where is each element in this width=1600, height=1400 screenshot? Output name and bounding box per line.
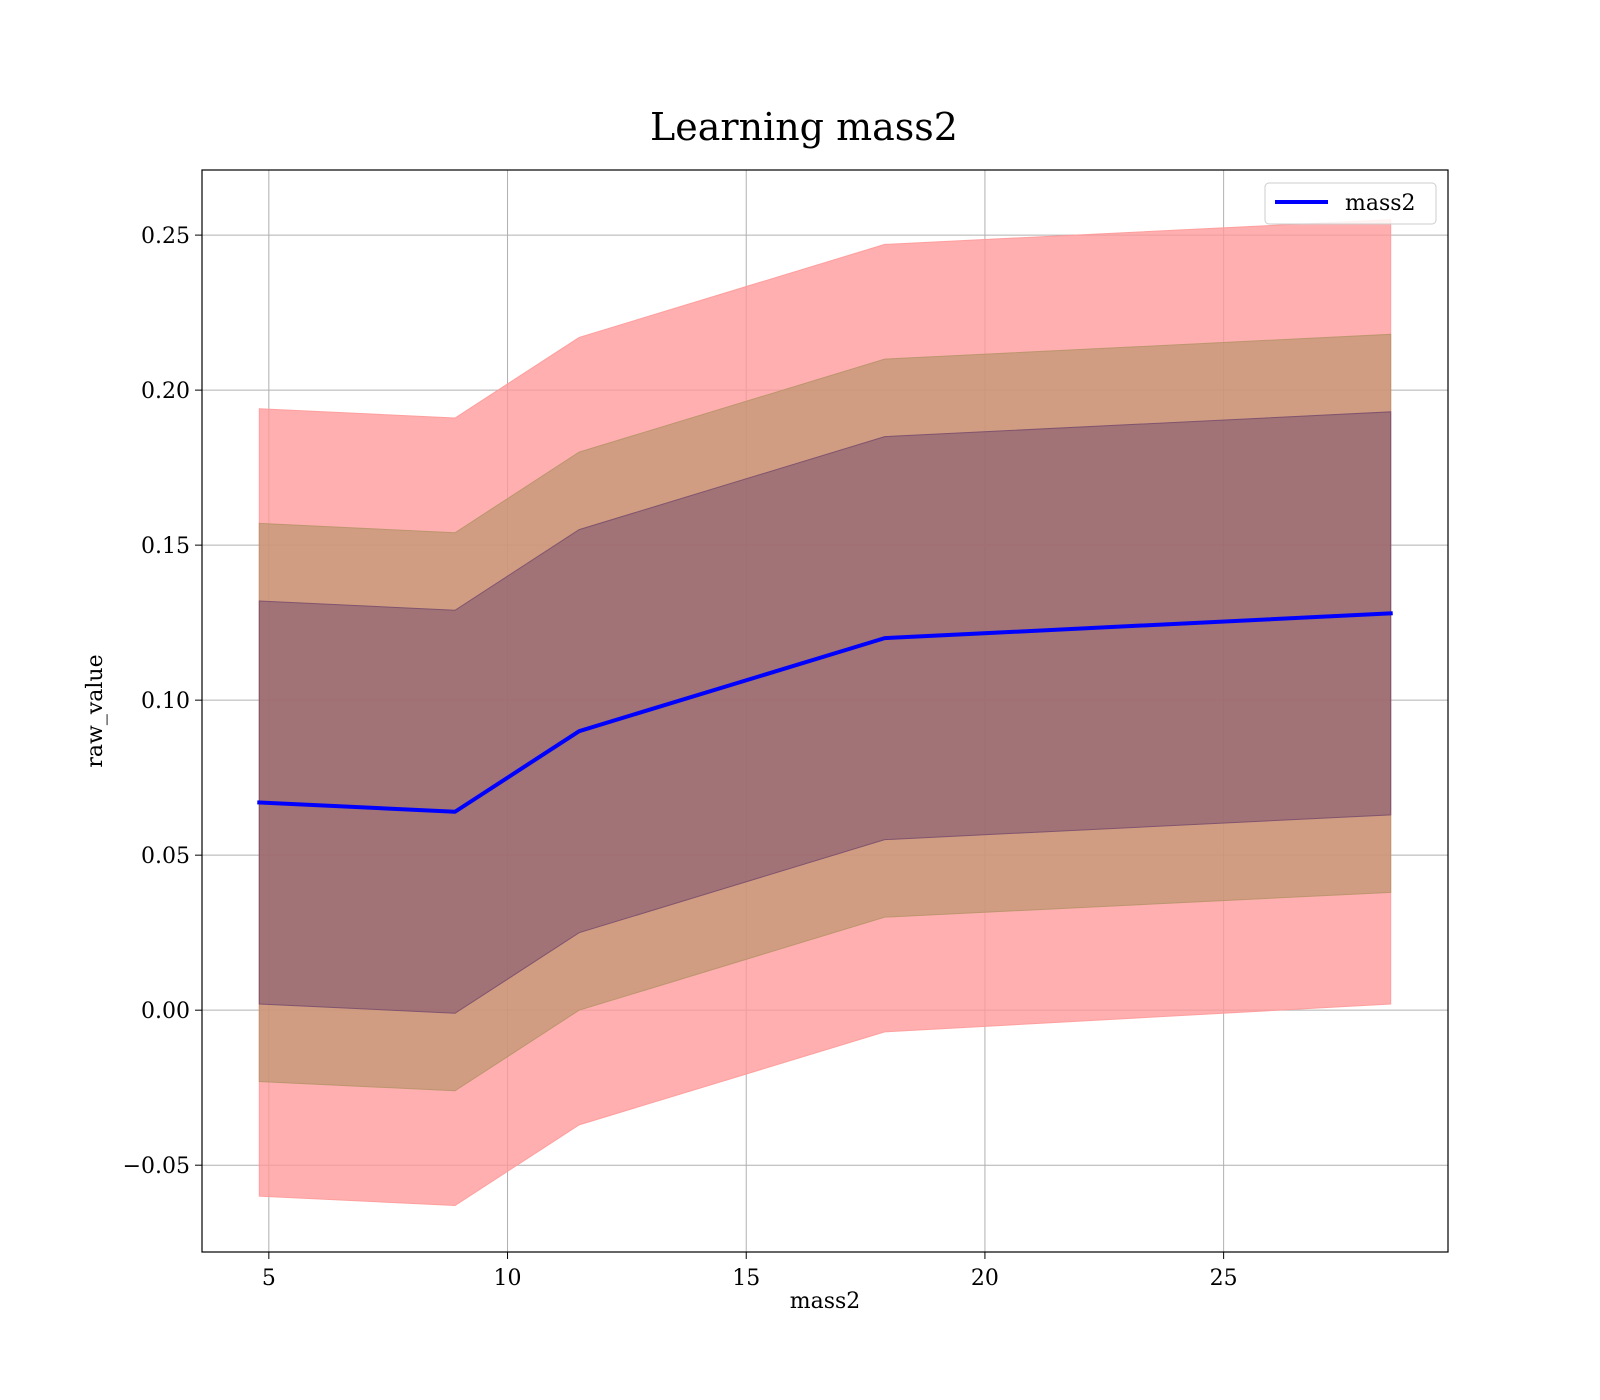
y-axis-ticks: −0.05 0.00 0.05 0.10 0.15 0.20 0.25 (123, 224, 202, 1179)
legend-label-mass2: mass2 (1345, 191, 1416, 216)
chart-title: Learning mass2 (650, 105, 958, 149)
confidence-bands (258, 219, 1392, 1207)
x-axis-ticks: 5 10 15 20 25 (262, 1252, 1238, 1291)
plot-frame (201, 169, 1449, 1253)
y-tick-label-2: 0.05 (141, 844, 190, 869)
x-tick-label-0: 5 (262, 1266, 276, 1291)
y-tick-label-6: 0.25 (141, 224, 190, 249)
y-axis-label: raw_value (83, 654, 108, 767)
data-lines (257, 611, 1393, 814)
band-inner (258, 411, 1392, 1014)
x-tick-label-1: 10 (494, 1266, 522, 1291)
y-tick-label-4: 0.15 (141, 534, 190, 559)
legend-box (1264, 182, 1437, 225)
y-tick-label-5: 0.20 (141, 379, 190, 404)
y-tick-label-3: 0.10 (141, 689, 190, 714)
y-tick-label-1: 0.00 (141, 999, 190, 1024)
series-line-mass2 (257, 611, 1393, 814)
y-tick-label-0: −0.05 (123, 1154, 190, 1179)
legend: mass2 (1264, 182, 1437, 225)
x-tick-label-3: 20 (971, 1266, 999, 1291)
x-tick-label-4: 25 (1210, 1266, 1238, 1291)
x-axis-label: mass2 (790, 1289, 861, 1314)
x-tick-label-2: 15 (732, 1266, 760, 1291)
